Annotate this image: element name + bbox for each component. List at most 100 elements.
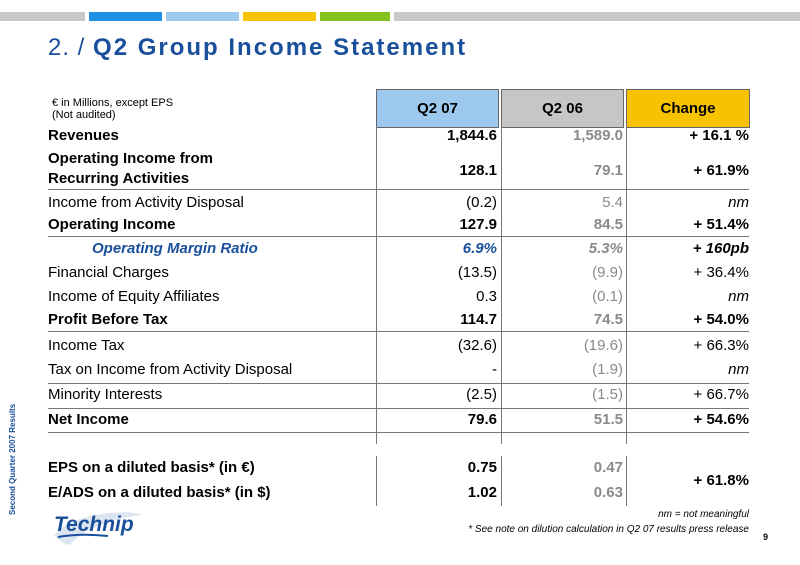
page-title: 2. / Q2 Group Income Statement <box>48 34 467 62</box>
column-header-q206: Q2 06 <box>501 89 624 128</box>
table-row-eads: E/ADS on a diluted basis* (in $) 1.02 0.… <box>48 484 749 506</box>
row-divider <box>48 383 749 384</box>
value-change: + 61.8% <box>693 472 749 489</box>
table-row-financial-charges: Financial Charges (13.5) (9.9) + 36.4% <box>48 264 749 286</box>
table-row-eps: EPS on a diluted basis* (in €) 0.75 0.47… <box>48 459 749 489</box>
value-q206: (9.9) <box>592 264 623 281</box>
row-label: Tax on Income from Activity Disposal <box>48 361 293 378</box>
value-change: + 66.3% <box>693 337 749 354</box>
value-q207: 79.6 <box>467 411 497 428</box>
value-q207: 0.75 <box>467 459 497 476</box>
row-label: Financial Charges <box>48 264 169 281</box>
row-label: Income Tax <box>48 337 125 354</box>
value-q206: 79.1 <box>593 162 623 179</box>
value-q206: (1.5) <box>592 386 623 403</box>
value-q206: (1.9) <box>592 361 623 378</box>
row-divider <box>48 236 749 237</box>
value-q207: (32.6) <box>457 337 497 354</box>
row-label: Revenues <box>48 127 119 144</box>
value-change: + 54.0% <box>693 311 749 328</box>
row-divider <box>48 408 749 409</box>
value-q207: 1,844.6 <box>446 127 497 144</box>
row-label: Net Income <box>48 411 129 428</box>
row-label: Minority Interests <box>48 386 163 403</box>
value-change: + 51.4% <box>693 216 749 233</box>
row-label: Operating Income from <box>48 150 214 167</box>
bar-segment-gray-right <box>394 12 800 21</box>
table-row-income-tax: Income Tax (32.6) (19.6) + 66.3% <box>48 337 749 359</box>
value-q206: 51.5 <box>593 411 623 428</box>
title-text: Q2 Group Income Statement <box>93 34 468 61</box>
value-q206: 5.4 <box>602 194 623 211</box>
footnote-nm: nm = not meaningful <box>658 509 749 520</box>
top-color-bar <box>0 12 800 21</box>
page-number: 9 <box>763 532 769 542</box>
value-q206: 0.63 <box>593 484 623 501</box>
row-label: Income from Activity Disposal <box>48 194 244 211</box>
title-number: 2. / <box>48 34 86 61</box>
table-row-revenues: Revenues 1,844.6 1,589.0 + 16.1 % <box>48 127 749 151</box>
column-header-change: Change <box>626 89 750 128</box>
col-divider-1 <box>376 126 377 444</box>
value-q207: - <box>492 361 497 378</box>
technip-logo: Technip <box>50 505 146 547</box>
value-q207: 1.02 <box>467 484 497 501</box>
value-change: + 16.1 % <box>689 127 749 144</box>
col-divider-2 <box>501 126 502 444</box>
row-label: Profit Before Tax <box>48 311 168 328</box>
bar-segment-lightblue <box>166 12 239 21</box>
row-label: E/ADS on a diluted basis* (in $) <box>48 484 271 501</box>
row-label: Operating Margin Ratio <box>92 240 258 257</box>
table-row-operating-income-recurring: Operating Income from Recurring Activiti… <box>48 150 749 190</box>
table-row-minority-interests: Minority Interests (2.5) (1.5) + 66.7% <box>48 386 749 408</box>
value-q207: 128.1 <box>459 162 497 179</box>
value-q206: 84.5 <box>593 216 623 233</box>
table-row-profit-before-tax: Profit Before Tax 114.7 74.5 + 54.0% <box>48 311 749 333</box>
row-divider <box>48 432 749 433</box>
logo-text: Technip <box>54 513 134 536</box>
row-label: Operating Income <box>48 216 176 233</box>
value-q206: (0.1) <box>592 288 623 305</box>
table-row-equity-affiliates: Income of Equity Affiliates 0.3 (0.1) nm <box>48 288 749 310</box>
bar-segment-blue <box>89 12 162 21</box>
technip-logo-mark: Technip <box>54 512 142 545</box>
col-divider-2b <box>501 456 502 506</box>
row-label: EPS on a diluted basis* (in €) <box>48 459 255 476</box>
value-q206: 1,589.0 <box>572 127 623 144</box>
value-q206: 5.3% <box>588 240 623 257</box>
units-note: € in Millions, except EPS (Not audited) <box>52 97 173 121</box>
row-label: Income of Equity Affiliates <box>48 288 220 305</box>
side-label: Second Quarter 2007 Results <box>8 403 17 515</box>
value-q207: (0.2) <box>466 194 497 211</box>
value-change: + 36.4% <box>693 264 749 281</box>
value-change: + 54.6% <box>693 411 749 428</box>
value-q206: (19.6) <box>583 337 623 354</box>
row-divider <box>48 331 749 332</box>
bar-segment-green <box>320 12 390 21</box>
table-row-operating-margin: Operating Margin Ratio 6.9% 5.3% + 160pb <box>48 240 749 262</box>
col-divider-3b <box>626 456 627 506</box>
value-q207: 6.9% <box>462 240 497 257</box>
value-change: nm <box>728 194 749 211</box>
table-row-operating-income: Operating Income 127.9 84.5 + 51.4% <box>48 216 749 238</box>
value-q207: (2.5) <box>466 386 497 403</box>
value-change: + 61.9% <box>693 162 749 179</box>
value-change: + 160pb <box>692 240 749 257</box>
col-divider-1b <box>376 456 377 506</box>
value-q207: 0.3 <box>476 288 497 305</box>
value-q207: 114.7 <box>460 311 497 328</box>
table-row-net-income: Net Income 79.6 51.5 + 54.6% <box>48 411 749 433</box>
value-q206: 0.47 <box>593 459 623 476</box>
units-line-1: € in Millions, except EPS <box>52 97 174 109</box>
table-row-tax-disposal: Tax on Income from Activity Disposal - (… <box>48 361 749 383</box>
units-line-2: (Not audited) <box>52 109 116 121</box>
column-header-q207: Q2 07 <box>376 89 499 128</box>
value-change: nm <box>728 288 749 305</box>
col-divider-3 <box>626 126 627 444</box>
value-q207: (13.5) <box>457 264 497 281</box>
table-row-activity-disposal: Income from Activity Disposal (0.2) 5.4 … <box>48 194 749 216</box>
value-q207: 127.9 <box>459 216 497 233</box>
value-change: nm <box>728 361 749 378</box>
value-q206: 74.5 <box>593 311 623 328</box>
bar-segment-yellow <box>243 12 316 21</box>
